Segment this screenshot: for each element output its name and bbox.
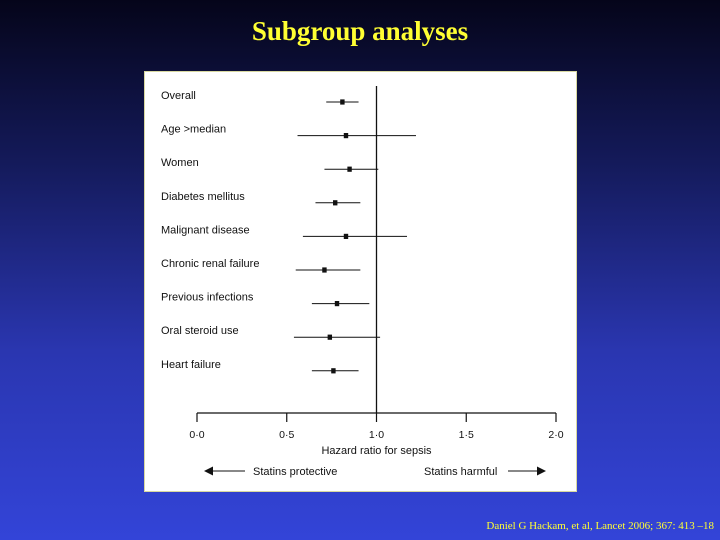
row-label: Women <box>161 157 199 169</box>
point-estimate <box>333 200 338 206</box>
x-tick-label: 1·0 <box>369 429 384 441</box>
forest-plot-panel: Overall Age >median Women Diabetes mellitus… <box>144 71 577 492</box>
slide-title: Subgroup analyses <box>251 16 469 46</box>
row-label: Age >median <box>161 124 226 136</box>
x-tick-label: 2·0 <box>548 429 563 441</box>
right-arrow-head <box>537 466 546 476</box>
point-estimate <box>347 166 352 172</box>
point-estimate <box>322 267 327 273</box>
citation: Daniel G Hackam, et al, Lancet 2006; 367… <box>486 520 714 532</box>
direction-annotations: Statins protective Statins harmful <box>204 466 546 478</box>
row-label: Malignant disease <box>161 224 250 236</box>
x-axis-label: Hazard ratio for sepsis <box>321 445 432 457</box>
row-label: Heart failure <box>161 359 221 371</box>
point-estimate <box>343 233 349 239</box>
x-tick-label: 0·0 <box>189 429 204 441</box>
x-tick-label: 0·5 <box>279 429 294 441</box>
row-labels: Overall Age >median Women Diabetes mellitus… <box>161 90 259 371</box>
point-estimate <box>331 368 336 374</box>
point-estimate <box>334 301 340 307</box>
forest-rows <box>293 99 416 374</box>
x-tick-label: 1·5 <box>459 429 474 441</box>
row-label: Previous infections <box>161 292 254 304</box>
row-label: Oral steroid use <box>161 325 239 337</box>
row-label: Diabetes mellitus <box>161 191 245 203</box>
forest-plot: Overall Age >median Women Diabetes mellitus… <box>161 86 564 478</box>
left-arrow-head <box>204 466 213 476</box>
right-annotation: Statins harmful <box>424 466 497 478</box>
x-axis: 0·0 0·5 1·0 1·5 2·0 Hazard ratio for sepsis <box>189 412 564 457</box>
point-estimate <box>343 133 349 139</box>
point-estimate <box>340 99 345 105</box>
left-annotation: Statins protective <box>253 466 337 478</box>
row-label: Chronic renal failure <box>161 258 259 270</box>
point-estimate <box>327 334 333 340</box>
row-label: Overall <box>161 90 196 102</box>
